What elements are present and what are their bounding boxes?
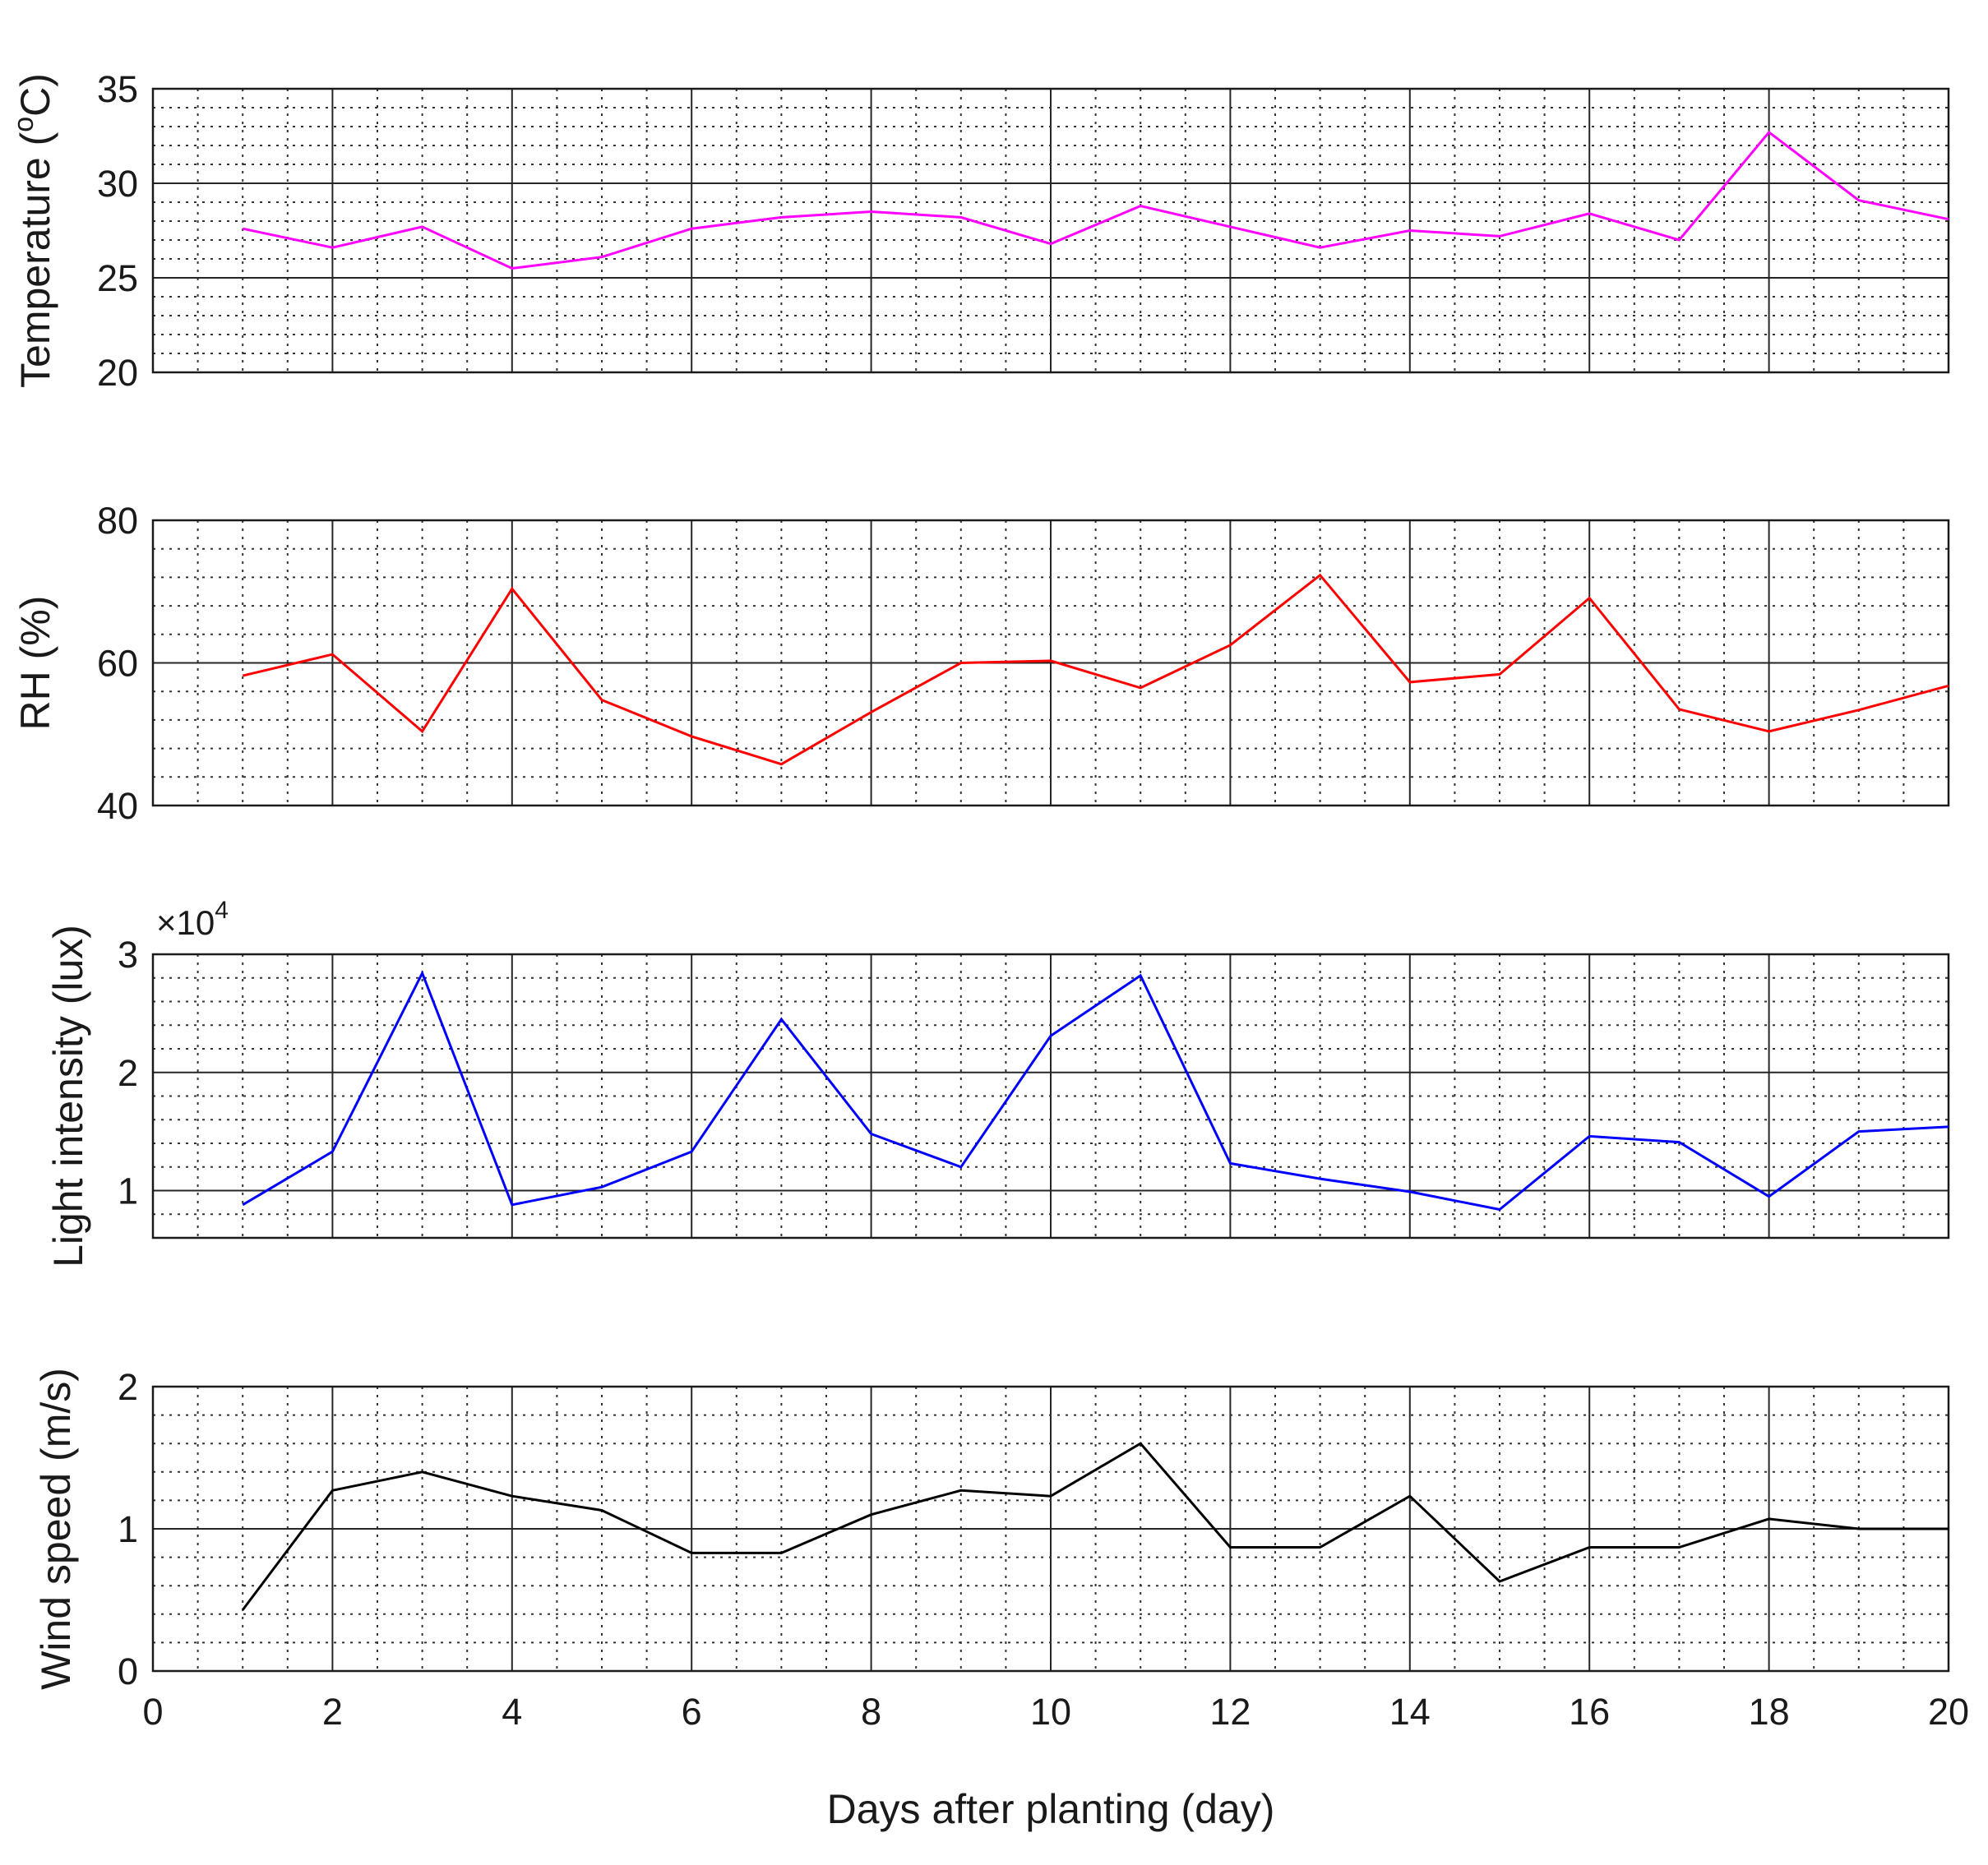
scale-exponent-label: ×104 [156,897,229,942]
y-tick-label: 2 [118,1366,138,1408]
y-axis-label: RH (%) [12,596,58,731]
y-tick-label: 35 [97,68,138,110]
y-tick-label: 25 [97,257,138,299]
series-line-wind-speed [242,1442,1949,1611]
series-line-rh [242,573,1949,766]
axes-frame [151,87,1950,374]
panel-2: 40 60 80 RH (%) [12,500,1950,827]
y-tick-label: 3 [118,934,138,976]
y-tick-label: 0 [118,1650,138,1692]
y-axis-label: Wind speed (m/s) [33,1368,79,1690]
x-axis-label: Days after planting (day) [827,1786,1275,1832]
panel-1: 20 25 30 35 Temperature (oC) [8,68,1950,394]
y-tick-label: 40 [97,785,138,827]
x-tick-label: 10 [1030,1691,1071,1733]
y-axis-label: Temperature (oC) [8,73,58,388]
x-tick-label: 20 [1928,1691,1969,1733]
y-tick-label: 80 [97,500,138,542]
y-tick-label: 1 [118,1508,138,1550]
y-tick-label: 60 [97,643,138,685]
x-tick-label: 18 [1749,1691,1790,1733]
y-tick-label: 20 [97,352,138,394]
x-tick-label: 4 [502,1691,522,1733]
x-tick-label: 6 [682,1691,702,1733]
panel-3: 1 2 3 ×104 Light intensity (lux) [45,897,1950,1267]
x-tick-label: 0 [142,1691,163,1733]
y-tick-label: 1 [118,1170,138,1212]
y-tick-label: 2 [118,1052,138,1094]
x-tick-label: 16 [1569,1691,1610,1733]
axes-frame [151,953,1950,1239]
axes-frame [151,519,1950,807]
y-axis-label: Light intensity (lux) [45,925,91,1267]
y-tick-label: 30 [97,163,138,205]
series-line-temperature [242,130,1949,270]
series-line-light-intensity [242,970,1949,1212]
x-tick-label: 2 [322,1691,343,1733]
x-tick-label: 12 [1209,1691,1251,1733]
x-tick-label: 8 [861,1691,881,1733]
x-tick-label: 14 [1389,1691,1431,1733]
